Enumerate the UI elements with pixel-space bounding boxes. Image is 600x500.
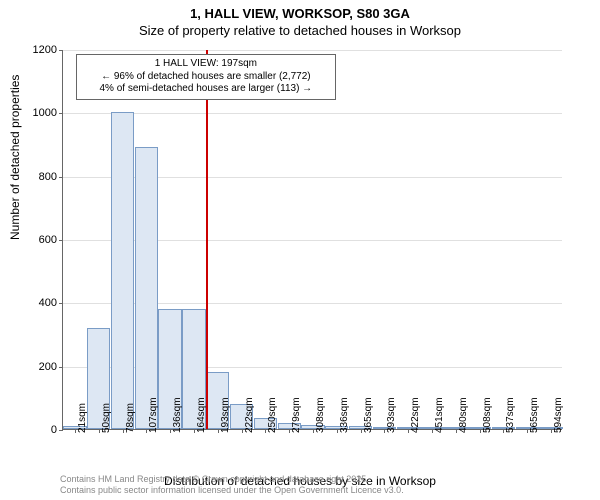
xtick-mark <box>75 429 76 433</box>
reference-annotation: 1 HALL VIEW: 197sqm ← 96% of detached ho… <box>76 54 336 100</box>
ytick-mark <box>59 303 63 304</box>
plot-area: 02004006008001000120021sqm50sqm78sqm107s… <box>62 50 562 430</box>
xtick-mark <box>456 429 457 433</box>
ytick-label: 800 <box>39 171 57 183</box>
xtick-mark <box>123 429 124 433</box>
gridline <box>63 50 562 51</box>
ytick-label: 600 <box>39 234 57 246</box>
ytick-mark <box>59 177 63 178</box>
ytick-label: 1000 <box>33 107 57 119</box>
annotation-line2: ← 96% of detached houses are smaller (2,… <box>83 71 329 84</box>
y-axis-label: Number of detached properties <box>8 75 22 240</box>
reference-line <box>206 50 208 429</box>
histogram-bar <box>111 112 134 429</box>
xtick-mark <box>337 429 338 433</box>
chart-title-block: 1, HALL VIEW, WORKSOP, S80 3GA Size of p… <box>0 0 600 38</box>
annotation-line1: 1 HALL VIEW: 197sqm <box>83 58 329 71</box>
xtick-mark <box>313 429 314 433</box>
xtick-mark <box>361 429 362 433</box>
xtick-label: 594sqm <box>553 397 564 433</box>
footer-line2: Contains public sector information licen… <box>60 485 404 496</box>
ytick-mark <box>59 367 63 368</box>
histogram-bar <box>135 147 158 429</box>
ytick-mark <box>59 240 63 241</box>
chart-subtitle: Size of property relative to detached ho… <box>0 23 600 38</box>
xtick-mark <box>218 429 219 433</box>
ytick-mark <box>59 113 63 114</box>
xtick-mark <box>242 429 243 433</box>
xtick-mark <box>99 429 100 433</box>
gridline <box>63 113 562 114</box>
histogram-chart: 1, HALL VIEW, WORKSOP, S80 3GA Size of p… <box>0 0 600 500</box>
ytick-label: 1200 <box>33 44 57 56</box>
ytick-label: 200 <box>39 361 57 373</box>
footer-line1: Contains HM Land Registry data © Crown c… <box>60 474 404 485</box>
ytick-mark <box>59 50 63 51</box>
xtick-mark <box>551 429 552 433</box>
xtick-mark <box>432 429 433 433</box>
ytick-mark <box>59 430 63 431</box>
xtick-mark <box>194 429 195 433</box>
xtick-mark <box>480 429 481 433</box>
chart-title: 1, HALL VIEW, WORKSOP, S80 3GA <box>0 6 600 21</box>
ytick-label: 0 <box>51 424 57 436</box>
xtick-mark <box>170 429 171 433</box>
ytick-label: 400 <box>39 297 57 309</box>
annotation-line3: 4% of semi-detached houses are larger (1… <box>83 83 329 96</box>
chart-footer: Contains HM Land Registry data © Crown c… <box>60 474 404 496</box>
